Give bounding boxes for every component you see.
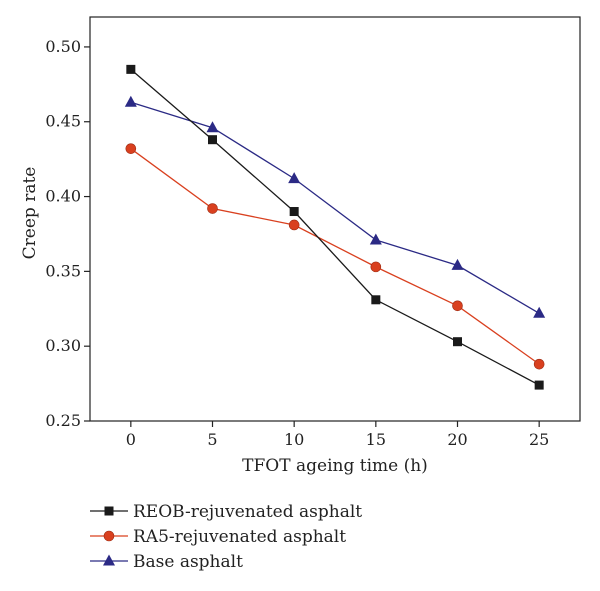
series-base-asphalt bbox=[124, 95, 546, 318]
legend-entry: Base asphalt bbox=[90, 552, 243, 572]
plot-frame bbox=[89, 16, 581, 422]
legend-entry: REOB-rejuvenated asphalt bbox=[90, 502, 362, 522]
data-point bbox=[288, 172, 301, 184]
y-tick-label: 0.50 bbox=[45, 37, 81, 56]
data-point bbox=[208, 135, 217, 145]
x-axis-label: TFOT ageing time (h) bbox=[242, 456, 428, 476]
y-tick-label: 0.30 bbox=[45, 336, 81, 355]
y-axis-ticks: 0.25 0.30 0.35 0.40 0.45 0.50 bbox=[45, 37, 90, 430]
data-point bbox=[533, 306, 546, 318]
legend-entry: RA5-rejuvenated asphalt bbox=[90, 527, 346, 547]
data-point bbox=[451, 258, 464, 270]
data-point bbox=[369, 233, 382, 245]
x-tick-label: 20 bbox=[447, 430, 467, 449]
y-tick-label: 0.45 bbox=[45, 112, 81, 131]
series-group bbox=[124, 64, 546, 390]
data-point bbox=[206, 121, 219, 133]
data-point bbox=[453, 337, 462, 347]
legend-label: Base asphalt bbox=[133, 552, 243, 572]
data-point bbox=[452, 300, 463, 312]
data-point bbox=[289, 207, 299, 217]
series-ra5-rejuvenated-asphalt bbox=[125, 143, 545, 370]
legend-marker bbox=[104, 506, 114, 516]
series-line bbox=[130, 68, 540, 386]
x-tick-label: 5 bbox=[207, 430, 217, 449]
series-line bbox=[130, 101, 540, 314]
y-tick-label: 0.25 bbox=[45, 411, 81, 430]
data-point bbox=[533, 358, 545, 370]
data-point bbox=[126, 64, 136, 74]
data-point bbox=[124, 95, 137, 107]
x-tick-label: 25 bbox=[529, 430, 549, 449]
data-point bbox=[288, 219, 300, 231]
x-tick-label: 0 bbox=[126, 430, 136, 449]
plot-axes bbox=[89, 16, 581, 422]
x-tick-label: 15 bbox=[366, 430, 386, 449]
series-reob-rejuvenated-asphalt bbox=[126, 64, 544, 390]
legend-marker bbox=[103, 530, 115, 542]
y-axis-label: Creep rate bbox=[20, 167, 40, 260]
data-point bbox=[534, 380, 544, 390]
y-tick-label: 0.40 bbox=[45, 187, 81, 206]
data-point bbox=[370, 261, 382, 273]
data-point bbox=[371, 295, 381, 305]
legend-label: REOB-rejuvenated asphalt bbox=[133, 502, 362, 522]
legend-label: RA5-rejuvenated asphalt bbox=[133, 527, 346, 547]
data-point bbox=[125, 143, 137, 154]
legend: REOB-rejuvenated asphalt RA5-rejuvenated … bbox=[90, 502, 362, 572]
y-tick-label: 0.35 bbox=[45, 261, 81, 280]
x-tick-label: 10 bbox=[284, 430, 304, 449]
x-axis-ticks: 0 5 10 15 20 25 bbox=[126, 421, 549, 449]
series-line bbox=[130, 148, 540, 365]
data-point bbox=[207, 203, 218, 214]
legend-marker bbox=[103, 554, 115, 566]
